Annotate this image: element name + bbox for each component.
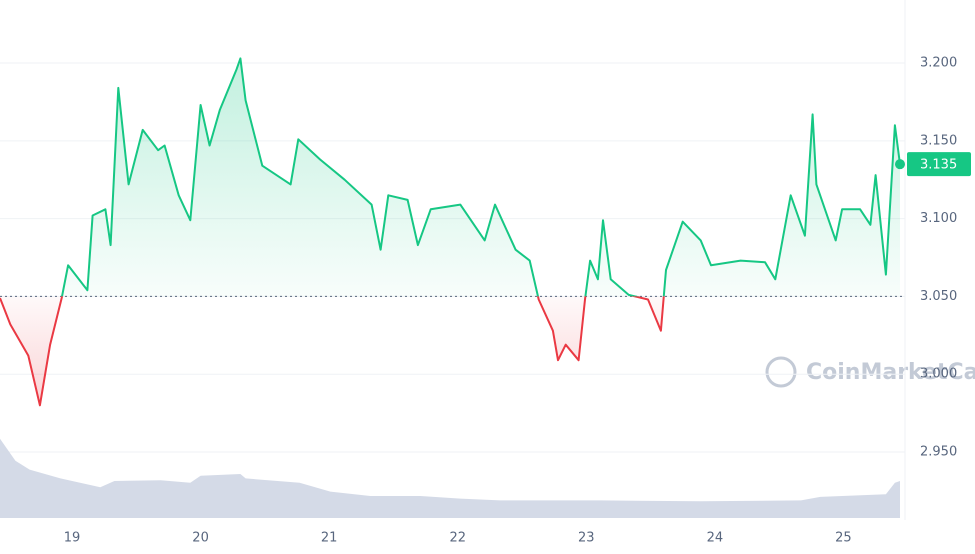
y-tick-label: 3.200 [920, 56, 957, 71]
last-point [895, 159, 905, 170]
watermark-logo [765, 356, 797, 388]
x-tick-label: 25 [835, 531, 852, 546]
price-line-up [60, 57, 901, 297]
x-tick-label: 23 [578, 531, 595, 546]
x-tick-label: 21 [321, 531, 338, 546]
x-tick-label: 20 [192, 531, 209, 546]
y-tick-label: 3.050 [920, 289, 957, 304]
x-tick-label: 24 [707, 531, 724, 546]
x-tick-label: 19 [64, 531, 81, 546]
area-up [0, 58, 900, 297]
y-tick-label: 3.000 [920, 367, 957, 382]
x-tick-label: 22 [449, 531, 466, 546]
watermark-text: CoinMarketCap [806, 360, 975, 385]
volume-area [0, 438, 900, 518]
last-price-tag [907, 152, 971, 177]
watermark: CoinMarketCap [765, 356, 975, 388]
y-tick-label: 3.150 [920, 133, 957, 148]
last-price-label: 3.135 [920, 158, 957, 173]
y-tick-label: 2.950 [920, 445, 957, 460]
y-tick-label: 3.100 [920, 211, 957, 226]
